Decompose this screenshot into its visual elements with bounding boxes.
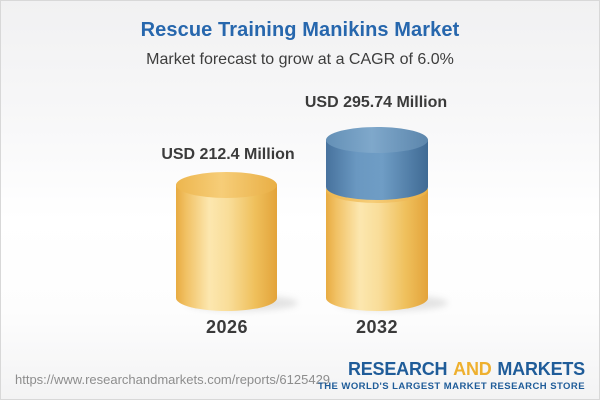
logo-word-and: AND <box>453 359 492 379</box>
bar-2032-blue-body <box>326 140 428 200</box>
value-label-2026: USD 212.4 Million <box>161 146 295 163</box>
bar-2032-gold-body <box>326 190 428 311</box>
bar-2032-blue-top <box>326 127 428 153</box>
logo-tagline: THE WORLD'S LARGEST MARKET RESEARCH STOR… <box>317 381 585 392</box>
report-url: https://www.researchandmarkets.com/repor… <box>15 372 331 387</box>
year-label-2032: 2032 <box>355 317 399 337</box>
value-label-2032: USD 295.74 Million <box>304 94 448 111</box>
bar-2026-body <box>176 185 277 311</box>
bar-2032 <box>326 127 448 311</box>
logo-word-markets: MARKETS <box>497 359 585 379</box>
bar-2026 <box>176 172 298 311</box>
logo-word-research: RESEARCH <box>347 359 448 379</box>
logo-wordmark: RESEARCH AND MARKETS <box>318 359 585 379</box>
subtitle: Market forecast to grow at a CAGR of 6.0… <box>146 51 454 68</box>
page-title: Rescue Training Manikins Market <box>140 19 460 41</box>
bar-2026-top <box>176 172 277 198</box>
logo: RESEARCH AND MARKETS THE WORLD'S LARGEST… <box>318 359 585 392</box>
year-label-2026: 2026 <box>205 317 249 337</box>
cylinder-chart <box>176 127 448 311</box>
